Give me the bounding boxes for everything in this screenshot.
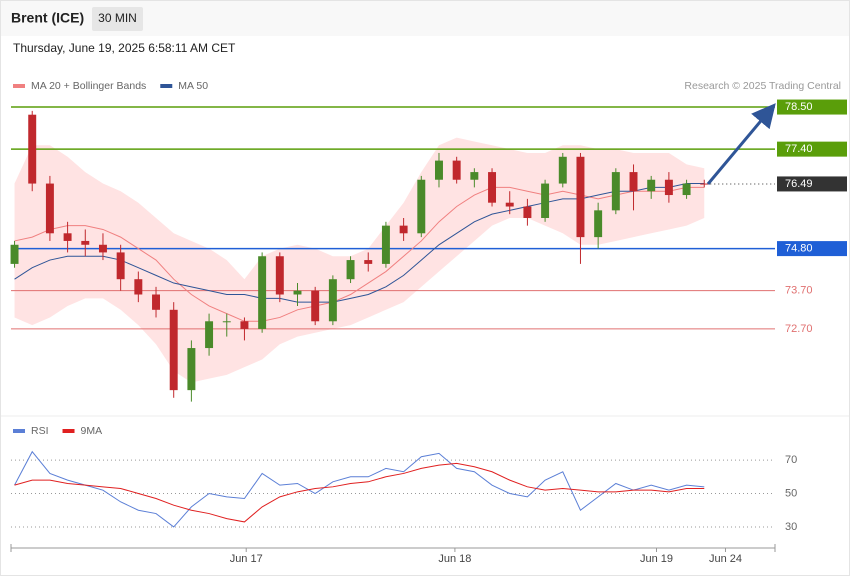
candle-body — [45, 183, 54, 234]
candle-body — [417, 179, 426, 234]
legend-label: MA 20 + Bollinger Bands — [31, 80, 146, 92]
source: Research © 2025 Trading Central — [684, 80, 841, 92]
instrument: Brent (ICE) — [11, 10, 84, 26]
level-label: 78.50 — [785, 101, 813, 113]
candle-body — [293, 290, 302, 295]
legend-swatch — [13, 84, 25, 88]
candle-body — [399, 225, 408, 234]
candle-body — [682, 183, 691, 196]
indicator-line — [14, 462, 705, 523]
candle-body — [558, 156, 567, 184]
candle-body — [541, 183, 550, 218]
legend-label: 9MA — [81, 425, 103, 437]
y-tick-label: 30 — [785, 521, 797, 533]
moving-average — [14, 183, 705, 303]
interval[interactable]: 30 MIN — [98, 11, 137, 25]
forecast-arrow — [706, 103, 776, 185]
last-price-box — [777, 176, 847, 192]
candle-body — [169, 309, 178, 391]
last-price-label: 76.49 — [785, 178, 813, 190]
candle-body — [629, 172, 638, 192]
y-tick-label: 50 — [785, 487, 797, 499]
candle-body — [594, 210, 603, 238]
candle-body — [611, 172, 620, 211]
candle-body — [452, 160, 461, 180]
candle-body — [116, 252, 125, 280]
level-box — [777, 141, 847, 157]
level-box — [777, 99, 847, 115]
x-tick-label: Jun 24 — [709, 553, 742, 565]
candle-body — [488, 172, 497, 203]
level-label: 74.80 — [785, 243, 813, 255]
candle-body — [222, 321, 231, 323]
y-tick-label: 70 — [785, 454, 797, 466]
candle-body — [328, 279, 337, 322]
level-label: 77.40 — [785, 143, 813, 155]
legend-label: MA 50 — [178, 80, 208, 92]
x-tick-label: Jun 19 — [640, 553, 673, 565]
candle-body — [63, 233, 72, 241]
legend-swatch — [13, 429, 25, 433]
candle-body — [240, 321, 249, 329]
indicator-line — [14, 450, 705, 528]
candle-body — [523, 206, 532, 218]
candle-body — [364, 260, 373, 264]
candle-body — [81, 240, 90, 245]
candle-body — [134, 279, 143, 295]
interval-box[interactable] — [92, 7, 143, 31]
candle-body — [435, 160, 443, 180]
candle-body — [470, 172, 479, 180]
candle-body — [346, 260, 355, 280]
candle-body — [381, 225, 390, 264]
candle-body — [205, 321, 214, 349]
candle-body — [647, 179, 656, 192]
candle-body — [576, 156, 585, 238]
x-tick-label: Jun 17 — [230, 553, 263, 565]
x-tick-label: Jun 18 — [438, 553, 471, 565]
level-box — [777, 241, 847, 257]
legend-swatch — [160, 84, 173, 88]
candle-body — [10, 244, 19, 264]
candle-body — [187, 348, 196, 391]
candle-body — [505, 202, 514, 207]
candle-body — [664, 179, 673, 196]
candle-body — [275, 256, 284, 295]
candle-body — [311, 290, 320, 322]
bollinger-band — [14, 137, 705, 383]
legend-label: RSI — [31, 425, 49, 437]
candle-body — [28, 114, 37, 184]
candle-body — [152, 294, 160, 310]
datetime: Thursday, June 19, 2025 6:58:11 AM CET — [13, 41, 236, 55]
level-label: 72.70 — [785, 323, 813, 335]
legend-swatch — [62, 429, 75, 433]
level-label: 73.70 — [785, 285, 813, 297]
candle-body — [98, 244, 107, 253]
candle-body — [258, 256, 267, 329]
candle-body — [700, 183, 709, 185]
